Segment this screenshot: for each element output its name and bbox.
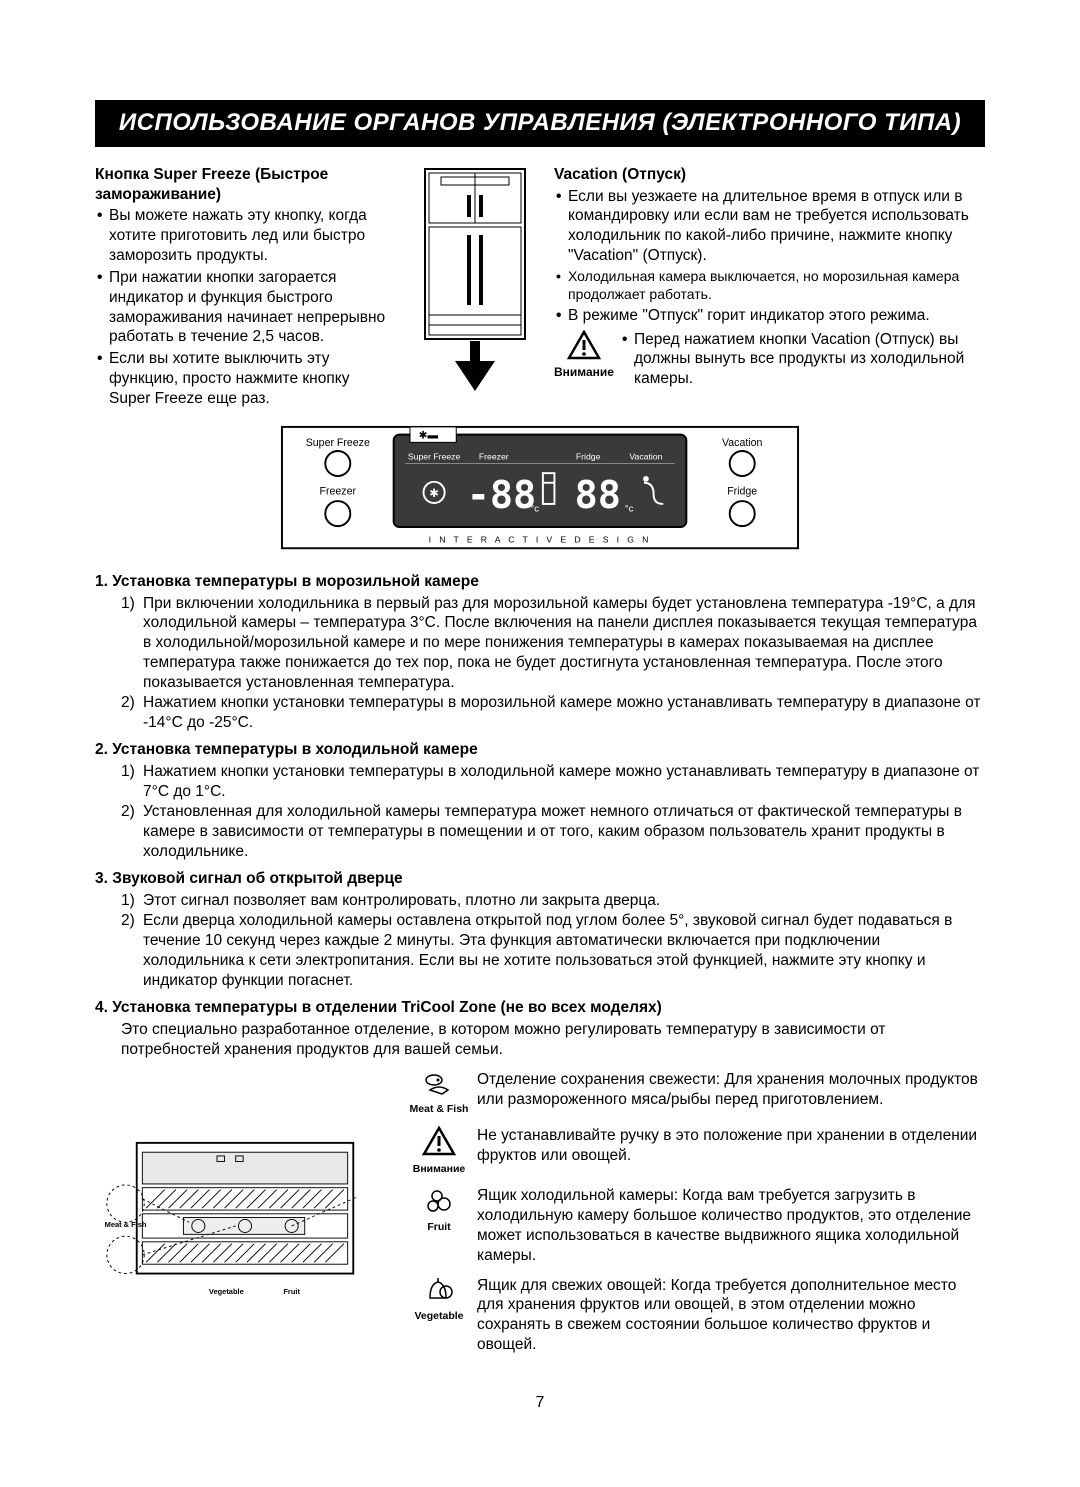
mode-text: Ящик холодильной камеры: Когда вам требу… — [477, 1186, 985, 1265]
svg-text:°c: °c — [625, 503, 634, 514]
panel-label: Freezer — [320, 485, 357, 497]
vacation-warning-text: Перед нажатием кнопки Vacation (Отпуск) … — [620, 330, 985, 391]
numbered-item: 2)Установленная для холодильной камеры т… — [121, 802, 985, 861]
section-heading: 2. Установка температуры в холодильной к… — [95, 740, 985, 760]
section-heading: 1. Установка температуры в морозильной к… — [95, 572, 985, 592]
bullet-item: Вы можете нажать эту кнопку, когда хотит… — [95, 206, 395, 265]
section-2: 2. Установка температуры в холодильной к… — [95, 740, 985, 861]
icon-label: Vegetable — [409, 1310, 469, 1323]
svg-text:-88: -88 — [467, 472, 537, 517]
top-columns: Кнопка Super Freeze (Быстрое замораживан… — [95, 165, 985, 411]
vegetable-icon — [424, 1276, 454, 1304]
mode-text: Отделение сохранения свежести: Для хране… — [477, 1070, 985, 1110]
tricool-drawer-illustration: Meat & Fish Vegetable Fruit — [95, 1070, 395, 1365]
meat-fish-icon — [424, 1070, 454, 1096]
panel-screen-label: Super Freeze — [408, 451, 461, 461]
mode-vegetable: Vegetable Ящик для свежих овощей: Когда … — [409, 1276, 985, 1355]
numbered-item: 1)Этот сигнал позволяет вам контролирова… — [121, 891, 985, 911]
panel-label: Fridge — [727, 485, 757, 497]
bullet-item: Если вы хотите выключить эту функцию, пр… — [95, 349, 395, 408]
bullet-item: В режиме "Отпуск" горит индикатор этого … — [554, 306, 985, 326]
icon-label: Meat & Fish — [409, 1103, 469, 1116]
bullet-item: При нажатии кнопки загорается индикатор … — [95, 268, 395, 347]
panel-screen-label: Fridge — [576, 451, 601, 461]
control-panel-illustration: Super Freeze Freezer Vacation Fridge ✱▬ … — [280, 425, 800, 550]
numbered-item: 1)При включении холодильника в первый ра… — [121, 594, 985, 693]
icon-label: Fruit — [409, 1221, 469, 1234]
numbered-item: 1)Нажатием кнопки установки температуры … — [121, 762, 985, 802]
section-4: 4. Установка температуры в отделении Tri… — [95, 998, 985, 1365]
panel-screen-label: Freezer — [479, 451, 509, 461]
super-freeze-block: Кнопка Super Freeze (Быстрое замораживан… — [95, 165, 395, 411]
mode-meat-fish: Meat & Fish Отделение сохранения свежест… — [409, 1070, 985, 1116]
svg-text:Meat & Fish: Meat & Fish — [105, 1220, 147, 1229]
warning-icon — [422, 1126, 456, 1156]
tricool-modes: Meat & Fish Отделение сохранения свежест… — [409, 1070, 985, 1365]
fridge-illustration — [407, 165, 542, 411]
section-3: 3. Звуковой сигнал об открытой дверце 1)… — [95, 869, 985, 990]
warning-icon: Внимание — [554, 330, 614, 381]
fruit-icon — [424, 1186, 454, 1214]
vacation-bullets: Если вы уезжаете на длительное время в о… — [554, 187, 985, 326]
vacation-warning: Внимание Перед нажатием кнопки Vacation … — [554, 330, 985, 391]
vacation-heading: Vacation (Отпуск) — [554, 165, 985, 185]
mode-warning: Внимание Не устанавливайте ручку в это п… — [409, 1126, 985, 1176]
section-heading: 3. Звуковой сигнал об открытой дверце — [95, 869, 985, 889]
icon-label: Внимание — [409, 1163, 469, 1176]
bullet-item: Если вы уезжаете на длительное время в о… — [554, 187, 985, 266]
refrigerator-icon — [415, 165, 535, 395]
svg-text:✱▬: ✱▬ — [419, 429, 439, 441]
page-title: ИСПОЛЬЗОВАНИЕ ОРГАНОВ УПРАВЛЕНИЯ (ЭЛЕКТР… — [95, 100, 985, 147]
super-freeze-bullets: Вы можете нажать эту кнопку, когда хотит… — [95, 206, 395, 408]
mode-fruit: Fruit Ящик холодильной камеры: Когда вам… — [409, 1186, 985, 1265]
page-number: 7 — [95, 1393, 985, 1413]
warning-label: Внимание — [554, 365, 614, 380]
svg-text:✱: ✱ — [429, 488, 439, 500]
numbered-item: 2)Нажатием кнопки установки температуры … — [121, 693, 985, 733]
svg-text:Fruit: Fruit — [283, 1287, 300, 1296]
panel-label: Vacation — [722, 437, 762, 449]
section4-intro: Это специально разработанное отделение, … — [95, 1020, 985, 1060]
svg-text:88: 88 — [575, 472, 621, 517]
mode-text: Не устанавливайте ручку в это положение … — [477, 1126, 985, 1166]
svg-text:°c: °c — [530, 503, 539, 514]
bullet-item: Перед нажатием кнопки Vacation (Отпуск) … — [620, 330, 985, 389]
svg-text:Vegetable: Vegetable — [209, 1287, 244, 1296]
panel-footer: I N T E R A C T I V E D E S I G N — [429, 534, 652, 544]
control-panel: Super Freeze Freezer Vacation Fridge ✱▬ … — [95, 425, 985, 550]
numbered-item: 2)Если дверца холодильной камеры оставле… — [121, 911, 985, 990]
super-freeze-heading: Кнопка Super Freeze (Быстрое замораживан… — [95, 165, 395, 205]
vacation-block: Vacation (Отпуск) Если вы уезжаете на дл… — [554, 165, 985, 411]
mode-text: Ящик для свежих овощей: Когда требуется … — [477, 1276, 985, 1355]
panel-screen-label: Vacation — [629, 451, 662, 461]
panel-label: Super Freeze — [306, 437, 370, 449]
bullet-item: Холодильная камера выключается, но мороз… — [554, 268, 985, 304]
section-heading: 4. Установка температуры в отделении Tri… — [95, 998, 985, 1018]
section-1: 1. Установка температуры в морозильной к… — [95, 572, 985, 733]
